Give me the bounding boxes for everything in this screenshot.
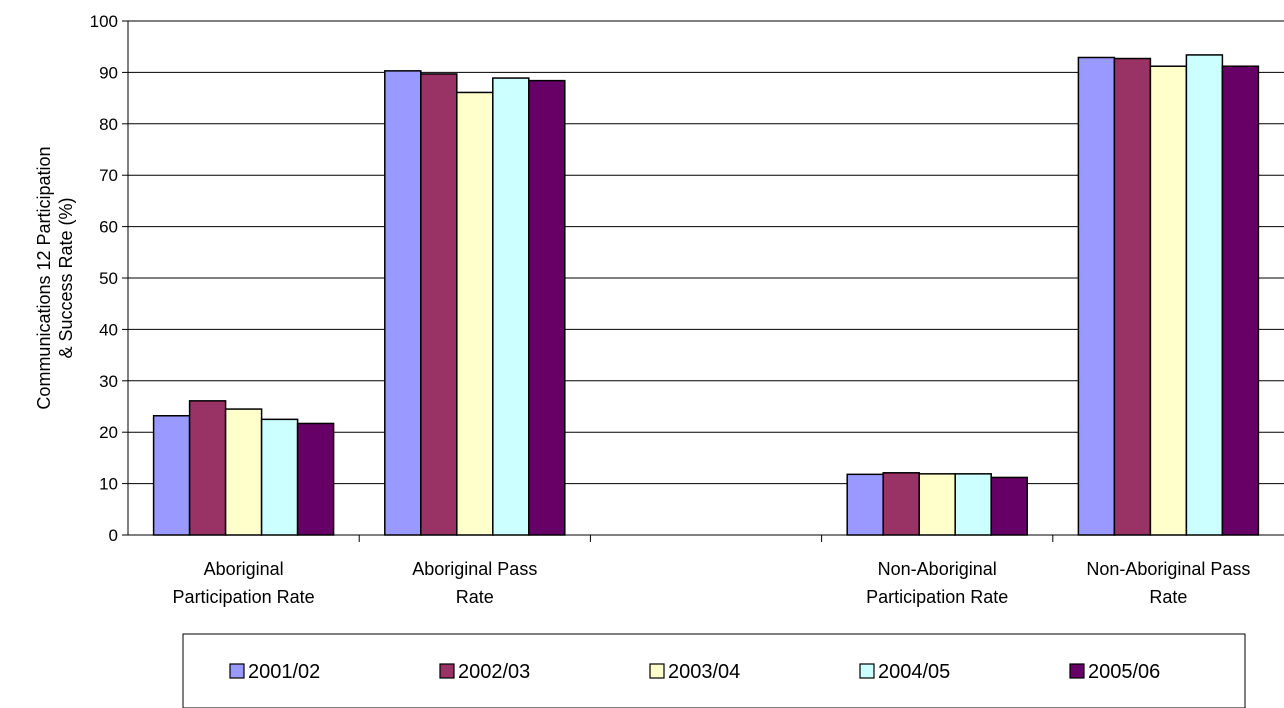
- legend-swatch: [439, 663, 455, 679]
- bar: [1185, 54, 1224, 536]
- bar: [296, 422, 335, 536]
- bar: [420, 73, 458, 536]
- y-tick-label: 10: [99, 475, 118, 494]
- legend-box: [182, 633, 1246, 708]
- legend-label: 2005/06: [1088, 661, 1160, 683]
- legend-swatch: [859, 663, 875, 679]
- bar: [1221, 65, 1260, 536]
- bar: [882, 472, 920, 536]
- legend-swatch: [229, 663, 245, 679]
- y-tick-label: 40: [99, 320, 118, 339]
- bar: [152, 415, 191, 536]
- legend-swatch: [649, 663, 665, 679]
- bar: [384, 70, 422, 536]
- y-tick-label: 0: [109, 526, 118, 545]
- bar: [990, 476, 1028, 536]
- legend-label: 2003/04: [668, 661, 740, 683]
- axes: [127, 21, 1284, 542]
- y-tick-label: 80: [99, 115, 118, 134]
- bar: [260, 418, 299, 536]
- legend: 2001/02 2002/03 2003/04 2004/05 2005/06: [182, 633, 1246, 708]
- x-category-label: Aboriginal Pass: [412, 559, 537, 579]
- legend-label: 2004/05: [878, 661, 950, 683]
- y-tick-label: 90: [99, 63, 118, 82]
- x-category-label: Rate: [1149, 587, 1187, 607]
- legend-swatch: [1069, 663, 1085, 679]
- x-category-label: Aboriginal: [204, 559, 284, 579]
- legend-label: 2001/02: [248, 661, 320, 683]
- x-category-label: Non-Aboriginal Pass: [1086, 559, 1250, 579]
- y-tick-label: 30: [99, 372, 118, 391]
- bar: [528, 79, 566, 536]
- x-category-label: Participation Rate: [866, 587, 1008, 607]
- y-axis-title-line-1: Communications 12 Participation: [34, 146, 54, 409]
- category-labels: Aboriginal Participation Rate Aboriginal P…: [173, 559, 1251, 607]
- y-axis-title-line-2: & Success Rate (%): [56, 197, 76, 358]
- bars: [152, 54, 1260, 536]
- bar: [456, 91, 494, 536]
- y-tick-label: 100: [90, 12, 118, 31]
- y-tick-label: 70: [99, 166, 118, 185]
- bar: [1113, 57, 1152, 536]
- y-axis-title: Communications 12 Participation & Succes…: [34, 146, 76, 409]
- bar: [1077, 56, 1116, 536]
- bar: [918, 473, 956, 536]
- x-category-label: Participation Rate: [173, 587, 315, 607]
- y-tick-label: 20: [99, 423, 118, 442]
- y-tick-label: 60: [99, 218, 118, 237]
- y-tick-label: 50: [99, 269, 118, 288]
- x-category-label: Rate: [456, 587, 494, 607]
- x-category-label: Non-Aboriginal: [878, 559, 997, 579]
- bar: [492, 77, 530, 536]
- bar: [188, 400, 227, 536]
- bar: [1149, 65, 1188, 536]
- bar: [846, 473, 884, 536]
- legend-label: 2002/03: [458, 661, 530, 683]
- bar: [954, 473, 992, 536]
- y-axis-ticks: 0 10 20 30 40 50 60 70 80 90 100: [90, 12, 128, 545]
- bar: [224, 408, 263, 536]
